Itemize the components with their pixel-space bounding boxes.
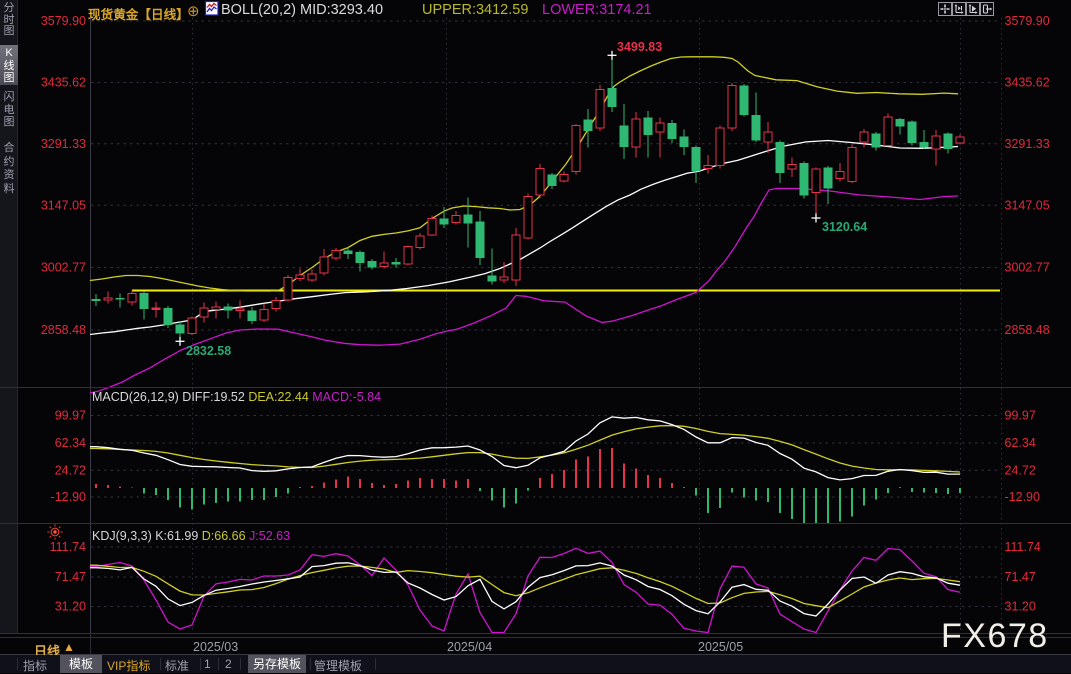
svg-text:71.47: 71.47 [55, 570, 86, 584]
svg-text:3147.05: 3147.05 [1005, 198, 1050, 212]
svg-text:3579.90: 3579.90 [41, 14, 86, 28]
svg-text:KDJ(9,3,3) K:61.99 D:66.66 J:: KDJ(9,3,3) K:61.99 D:66.66 J:52.63 [92, 529, 290, 543]
svg-text:71.47: 71.47 [1005, 570, 1036, 584]
svg-text:3147.05: 3147.05 [41, 198, 86, 212]
svg-text:24.72: 24.72 [55, 464, 86, 478]
svg-text:3002.77: 3002.77 [41, 261, 86, 275]
svg-text:3002.77: 3002.77 [1005, 261, 1050, 275]
svg-text:99.97: 99.97 [55, 409, 86, 423]
svg-text:2858.48: 2858.48 [1005, 323, 1050, 337]
svg-text:3579.90: 3579.90 [1005, 14, 1050, 28]
svg-text:111.74: 111.74 [50, 540, 86, 554]
svg-text:24.72: 24.72 [1005, 464, 1036, 478]
svg-text:99.97: 99.97 [1005, 409, 1036, 423]
svg-text:2832.58: 2832.58 [186, 344, 231, 358]
svg-text:3120.64: 3120.64 [822, 220, 867, 234]
svg-text:MACD(26,12,9) DIFF:19.52 DEA:2: MACD(26,12,9) DIFF:19.52 DEA:22.44 MACD:… [92, 390, 381, 404]
svg-text:62.34: 62.34 [55, 436, 86, 450]
svg-text:3499.83: 3499.83 [617, 40, 662, 54]
svg-text:31.20: 31.20 [1005, 600, 1036, 614]
svg-text:62.34: 62.34 [1005, 436, 1036, 450]
svg-text:31.20: 31.20 [55, 600, 86, 614]
svg-text:2858.48: 2858.48 [41, 323, 86, 337]
svg-text:3291.33: 3291.33 [1005, 137, 1050, 151]
svg-text:3291.33: 3291.33 [41, 137, 86, 151]
svg-text:3435.62: 3435.62 [1005, 76, 1050, 90]
svg-text:111.74: 111.74 [1005, 540, 1041, 554]
svg-text:3435.62: 3435.62 [41, 76, 86, 90]
svg-text:-12.90: -12.90 [51, 490, 86, 504]
svg-text:-12.90: -12.90 [1005, 490, 1040, 504]
